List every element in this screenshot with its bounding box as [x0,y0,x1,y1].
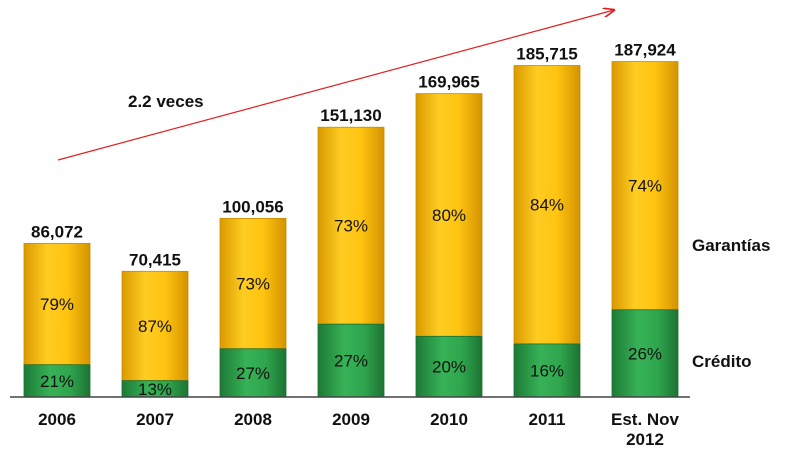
pct-label-credito-2: 27% [236,364,270,383]
bar-garantias-1 [121,270,189,382]
total-label-6: 187,924 [614,41,676,60]
pct-label-garantias-6: 74% [628,177,662,196]
pct-label-garantias-3: 73% [334,217,368,236]
bar-garantias-6 [611,61,679,311]
x-tick-label-6-1: 2012 [626,430,664,449]
pct-label-credito-5: 16% [530,361,564,380]
bar-garantias-5 [513,65,581,345]
growth-arrow [57,10,614,161]
x-tick-label-6-0: Est. Nov [611,410,680,429]
pct-label-credito-1: 13% [138,380,172,399]
bar-credito-6 [611,309,679,398]
bar-credito-4 [415,335,483,398]
x-tick-label-3: 2009 [332,410,370,429]
total-label-4: 169,965 [418,73,479,92]
total-label-2: 100,056 [222,197,283,216]
pct-label-garantias-1: 87% [138,317,172,336]
total-label-1: 70,415 [129,250,181,269]
labels-group: 86,072 79% 21% 2006 70,415 87% 13% 2007 100,056 7… [31,41,680,449]
growth-annotation: 2.2 veces [128,92,204,111]
bar-credito-3 [317,323,385,398]
bar-garantias-4 [415,93,483,337]
pct-label-garantias-2: 73% [236,275,270,294]
x-tick-label-1: 2007 [136,410,174,429]
bar-credito-0 [23,364,91,398]
legend-garantias: Garantías [692,236,770,255]
total-label-0: 86,072 [31,222,83,241]
x-tick-label-4: 2010 [430,410,468,429]
x-tick-label-5: 2011 [529,410,566,429]
pct-label-garantias-5: 84% [530,196,564,215]
pct-label-garantias-4: 80% [432,206,466,225]
legend-credito: Crédito [692,352,752,371]
bar-garantias-2 [219,218,287,350]
bar-garantias-0 [23,242,91,366]
total-label-3: 151,130 [320,106,381,125]
x-tick-label-2: 2008 [234,410,272,429]
pct-label-garantias-0: 79% [40,295,74,314]
bars-group [23,61,679,398]
total-label-5: 185,715 [516,44,577,63]
pct-label-credito-6: 26% [628,344,662,363]
pct-label-credito-3: 27% [334,352,368,371]
pct-label-credito-4: 20% [432,358,466,377]
pct-label-credito-0: 21% [40,372,74,391]
x-tick-label-0: 2006 [38,410,76,429]
